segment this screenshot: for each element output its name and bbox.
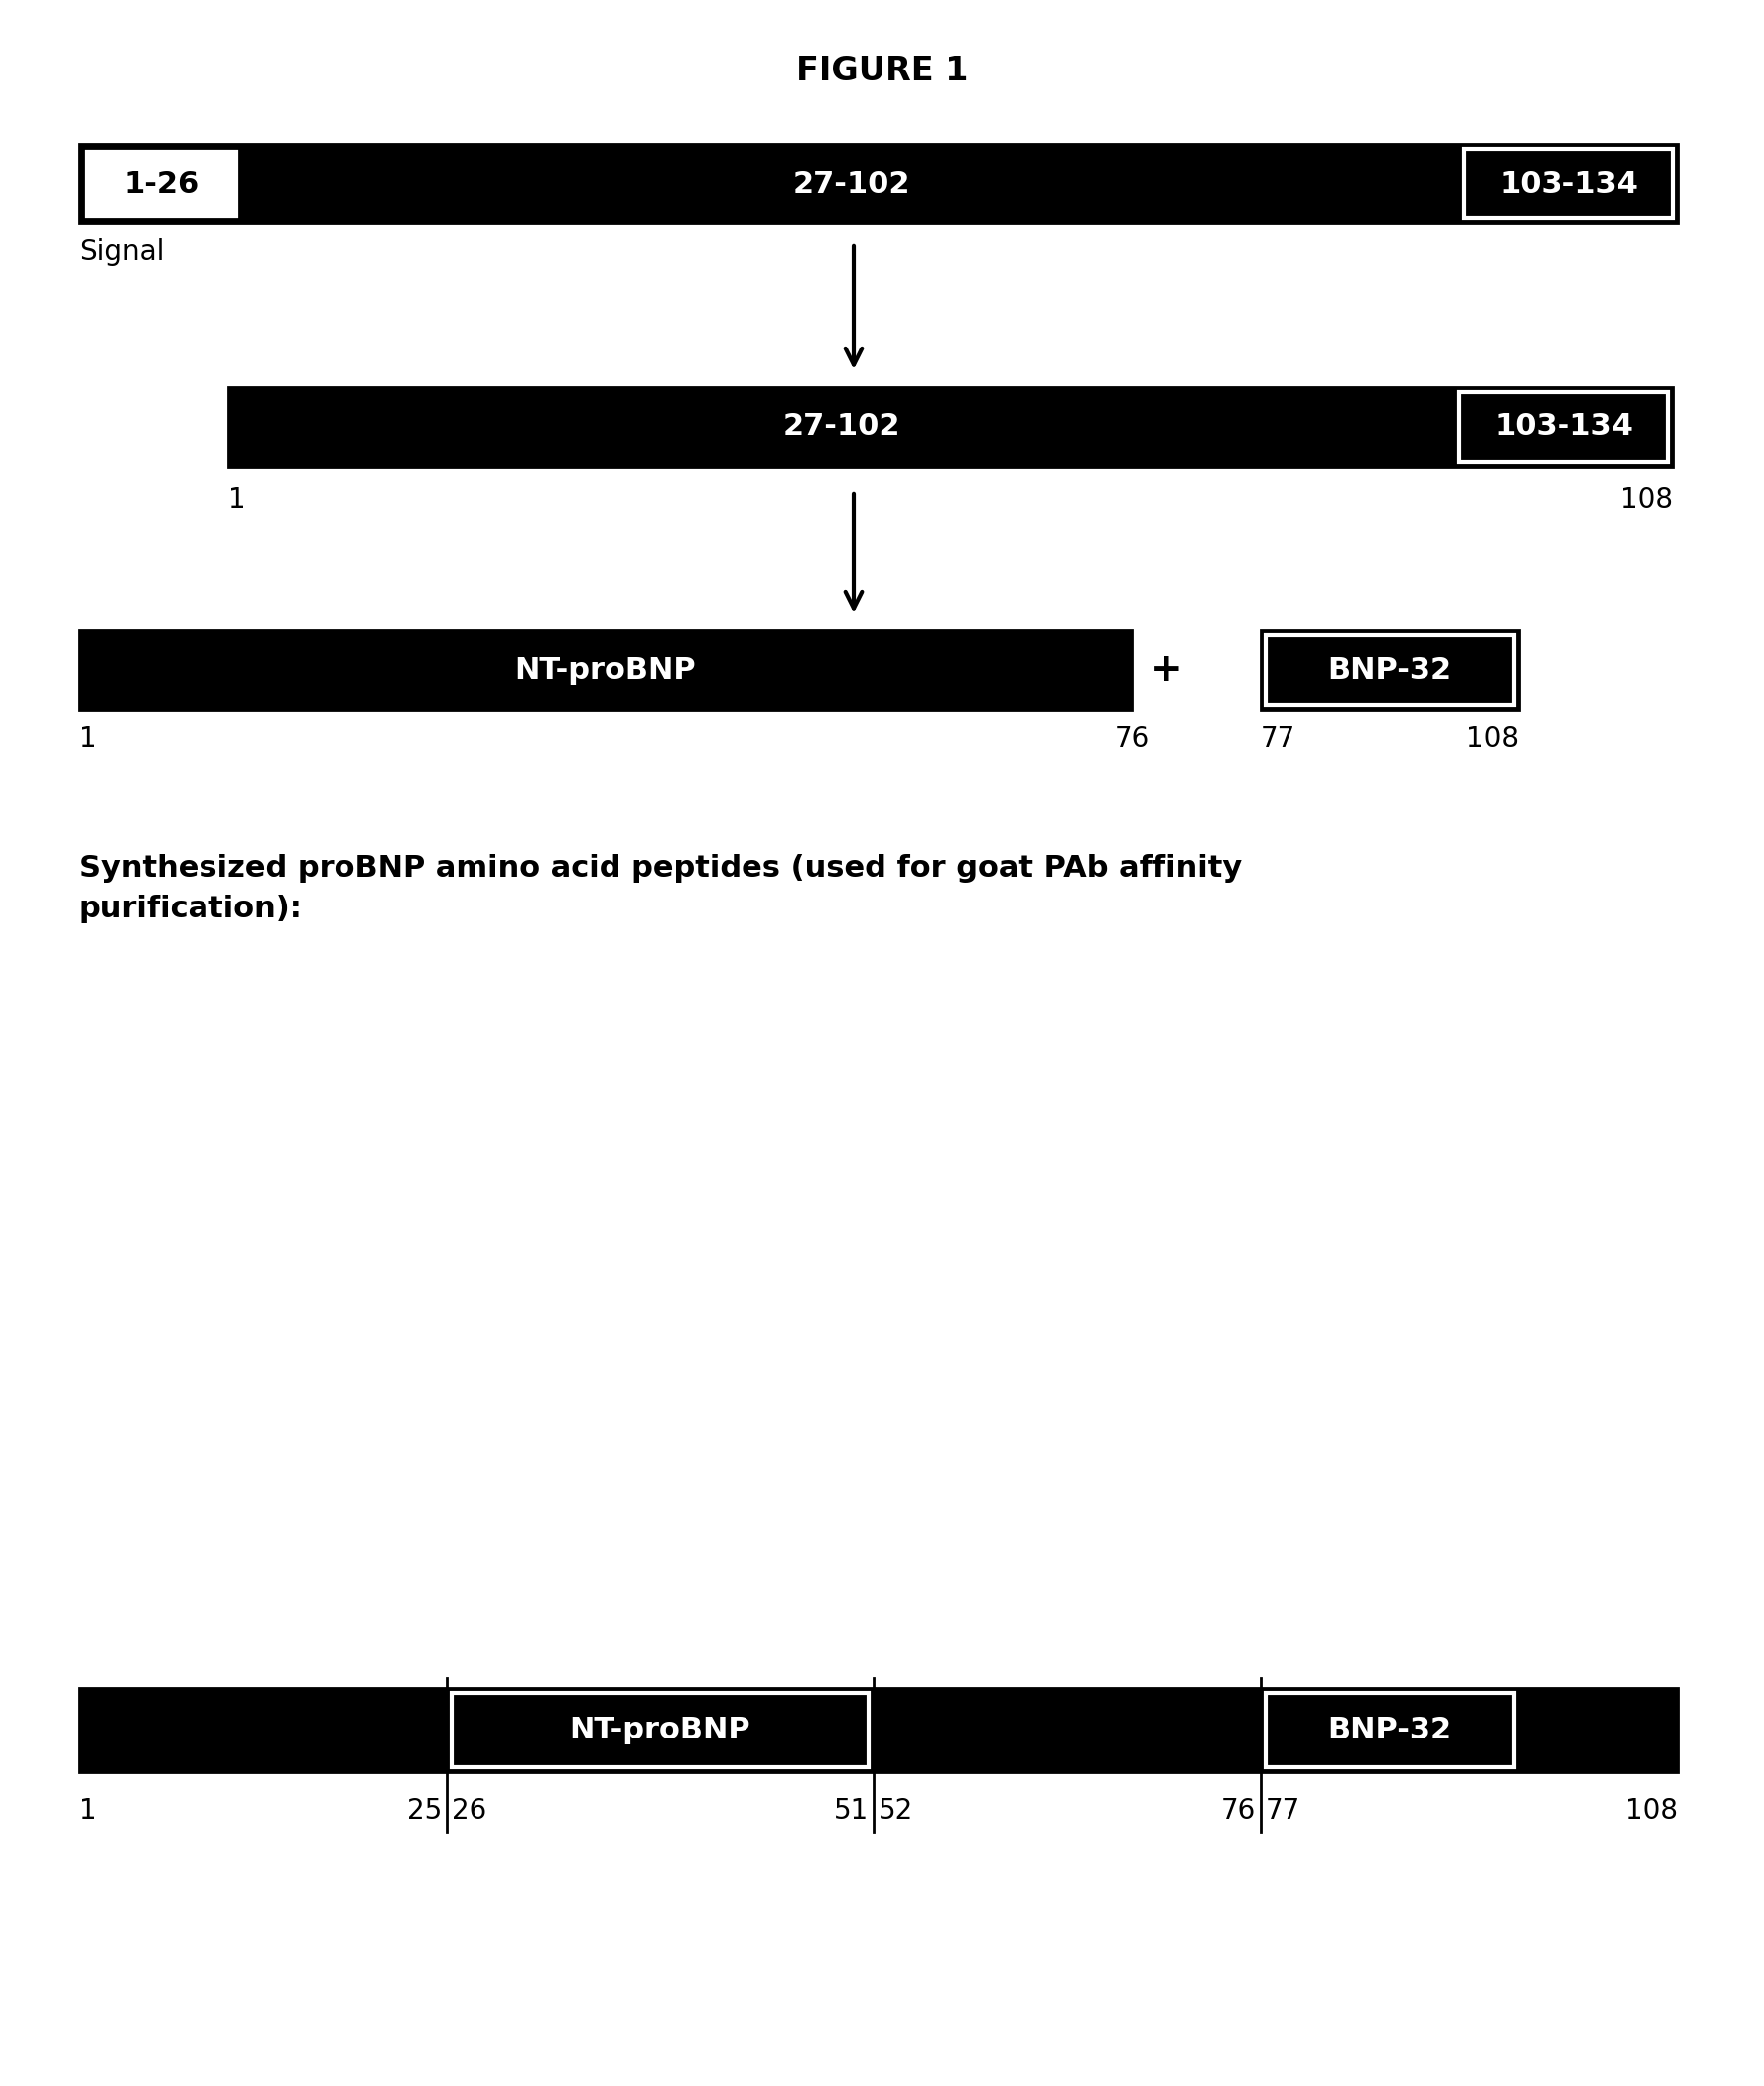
Bar [79,1688,1678,1773]
Text: Synthesized proBNP amino acid peptides (used for goat PAb affinity
purification): Synthesized proBNP amino acid peptides (… [79,853,1242,922]
Text: 51: 51 [834,1796,868,1825]
Text: 1: 1 [79,724,97,753]
Text: 27-102: 27-102 [792,169,910,198]
Text: 77: 77 [1267,1796,1300,1825]
Text: Signal: Signal [79,238,164,267]
Bar [228,388,1672,467]
Text: 1-26: 1-26 [123,169,199,198]
Text: 25: 25 [407,1796,441,1825]
Bar [1464,148,1672,219]
Text: 77: 77 [1261,724,1297,753]
Text: 52: 52 [878,1796,914,1825]
Bar [452,1694,868,1767]
Bar [79,630,1132,709]
Text: NT-proBNP: NT-proBNP [570,1715,751,1744]
Bar [1267,636,1514,705]
Text: 27-102: 27-102 [783,413,900,442]
Text: BNP-32: BNP-32 [1328,655,1452,684]
Bar [1267,1694,1514,1767]
Text: 108: 108 [1625,1796,1678,1825]
Text: 26: 26 [452,1796,487,1825]
Text: 108: 108 [1466,724,1519,753]
Text: 76: 76 [1221,1796,1256,1825]
Bar [83,148,240,219]
Text: 108: 108 [1619,486,1672,515]
Bar [1261,630,1519,709]
Text: 103-134: 103-134 [1499,169,1637,198]
Text: BNP-32: BNP-32 [1328,1715,1452,1744]
Text: 1: 1 [79,1796,97,1825]
Text: +: + [1150,651,1182,688]
Bar [1459,392,1667,461]
Text: 76: 76 [1115,724,1148,753]
Text: 103-134: 103-134 [1494,413,1633,442]
Text: 1: 1 [228,486,245,515]
Text: FIGURE 1: FIGURE 1 [796,54,968,88]
Bar [79,144,1678,223]
Text: NT-proBNP: NT-proBNP [515,655,697,684]
